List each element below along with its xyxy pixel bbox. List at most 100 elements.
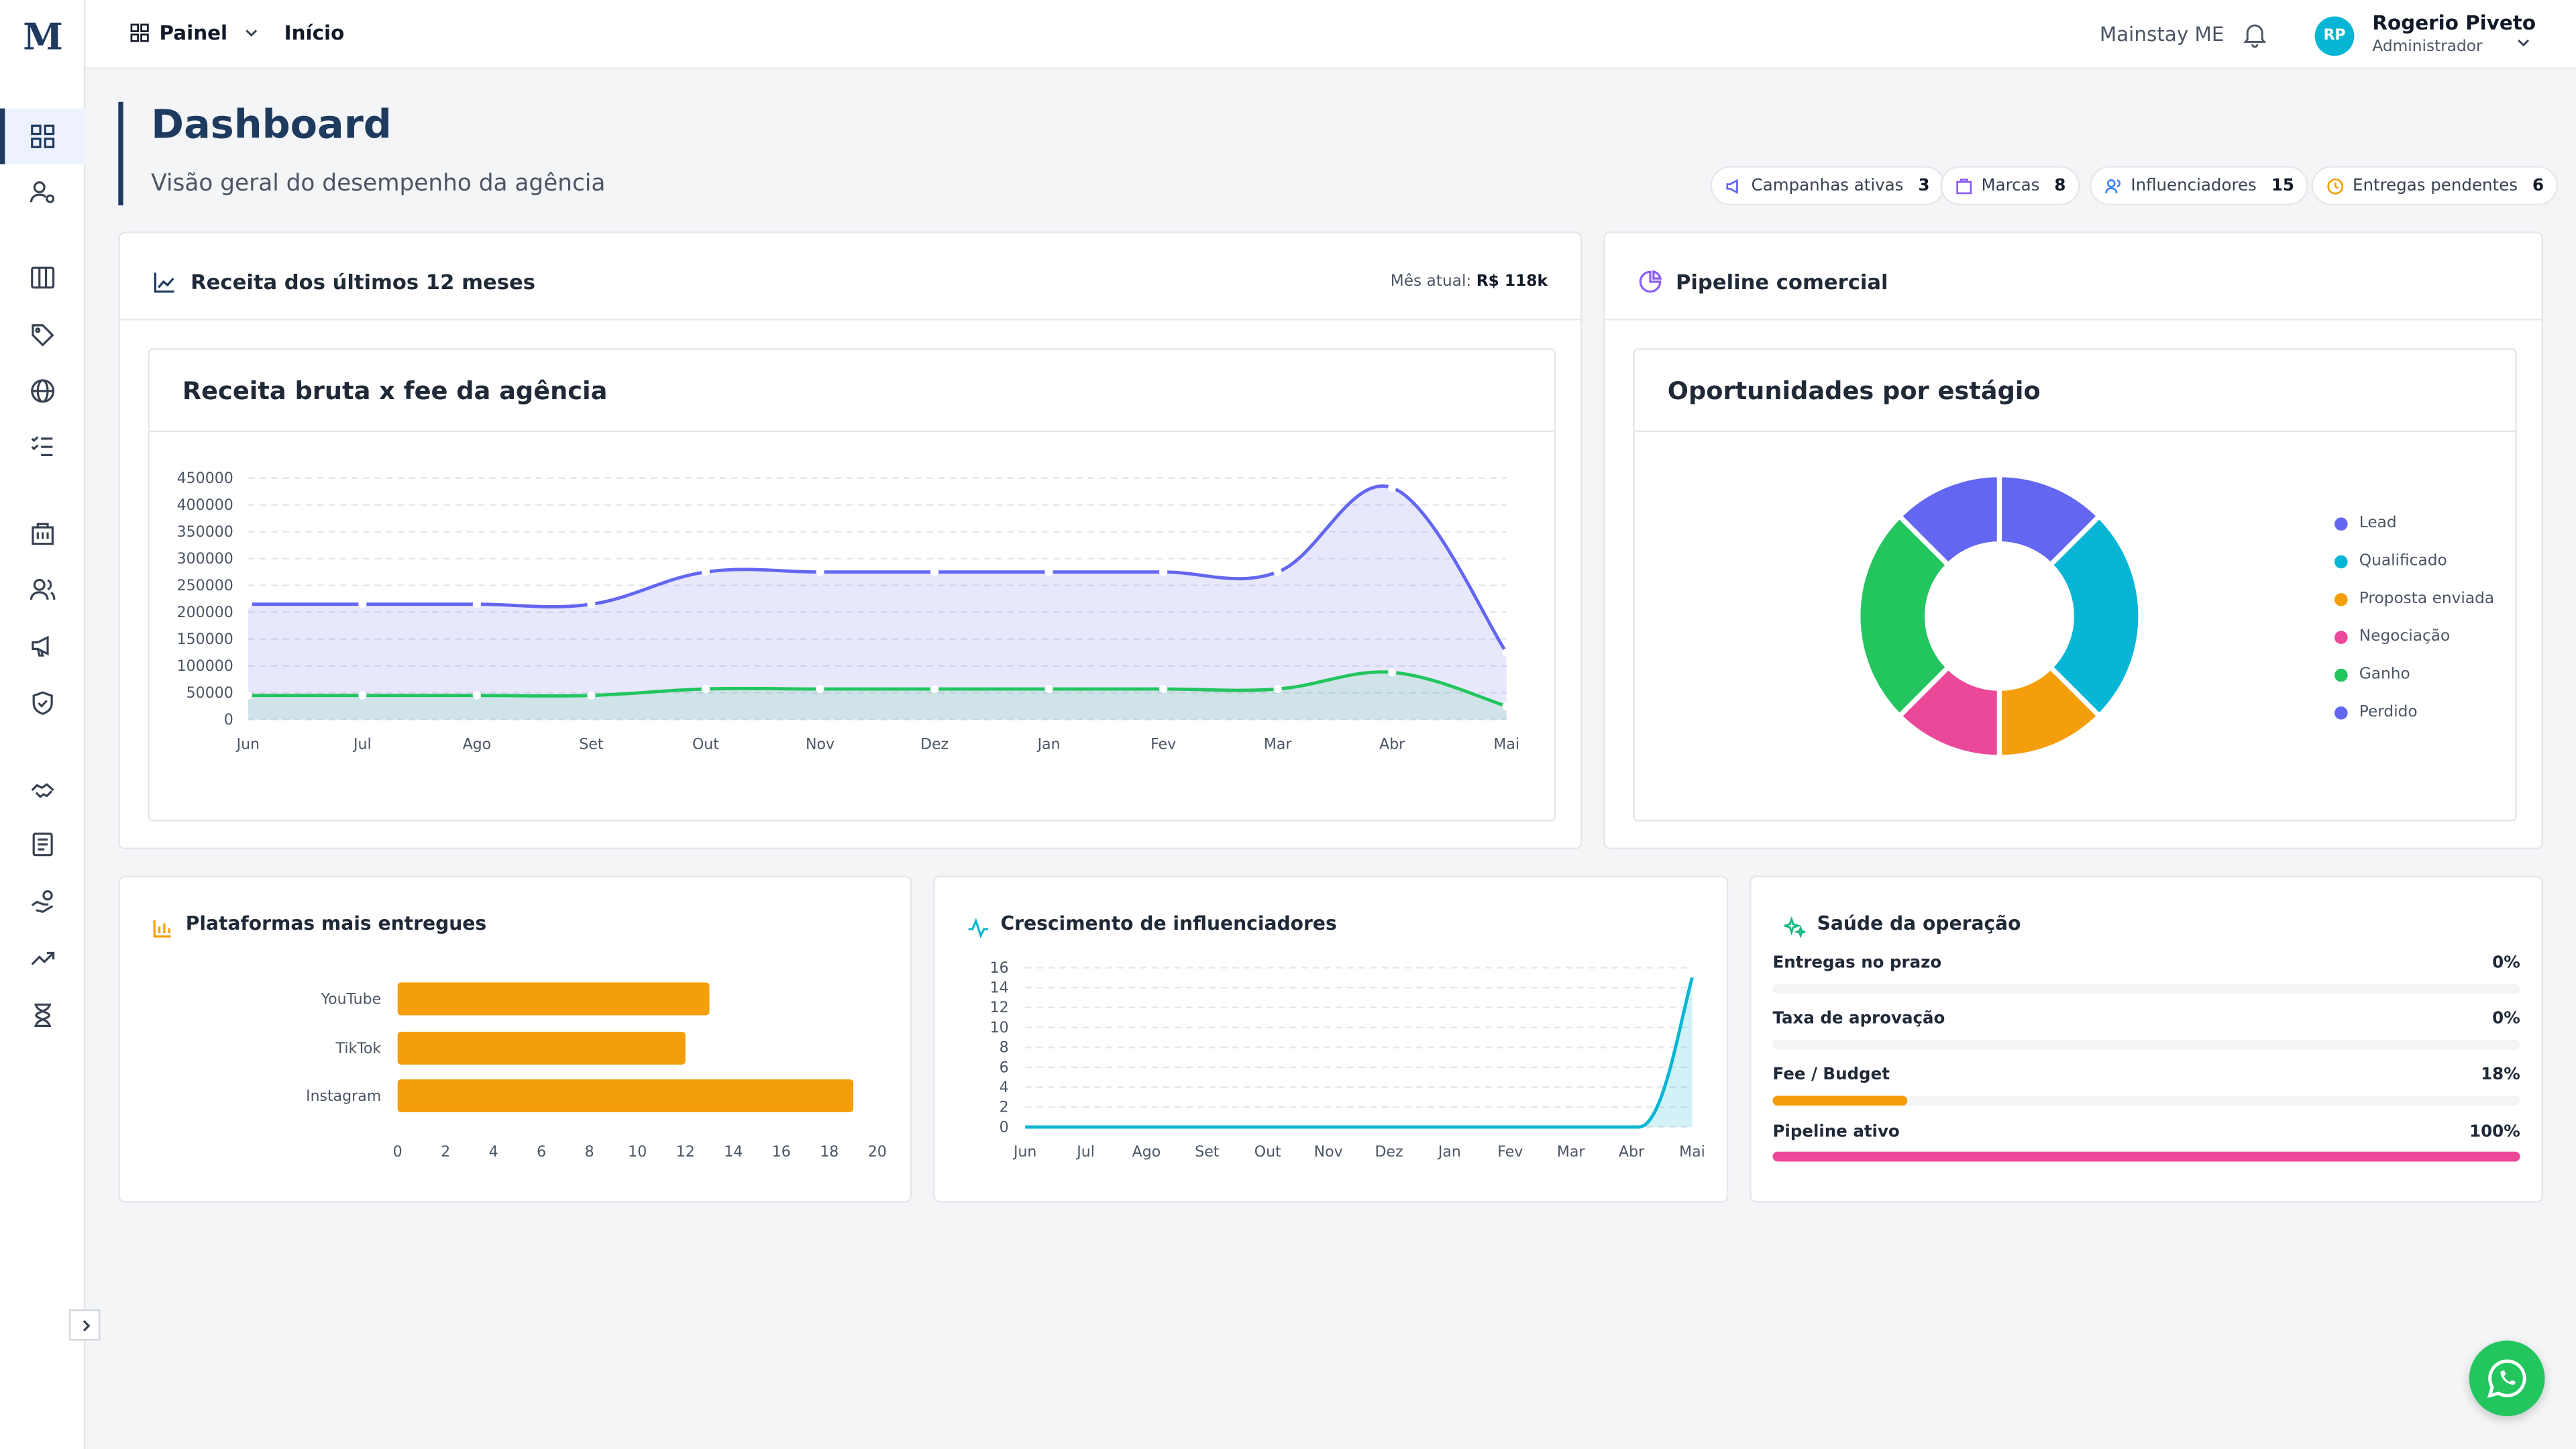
user-menu-chevron-icon[interactable] xyxy=(2515,26,2531,58)
legend-item: Lead xyxy=(2334,514,2397,533)
data-point xyxy=(1388,668,1397,677)
page-subtitle: Visão geral do desempenho da agência xyxy=(151,170,606,197)
card-title: Receita dos últimos 12 meses xyxy=(191,269,535,294)
legend-dot xyxy=(2334,705,2348,719)
data-point xyxy=(358,691,367,700)
stat-value: 6 xyxy=(2532,176,2544,195)
x-tick-label: Mar xyxy=(1264,737,1293,753)
sidebar-collapse-button[interactable] xyxy=(68,1309,101,1341)
revenue-chart-panel: Receita bruta x fee da agência 0 50000 100… xyxy=(148,348,1556,822)
globe-icon[interactable] xyxy=(26,374,59,407)
y-tick-label: 300000 xyxy=(177,551,233,568)
data-point xyxy=(930,684,939,694)
revenue-area-chart: 0 50000 100000 150000 200000 250000 300000 3500… xyxy=(177,470,1519,753)
page-title: Dashboard xyxy=(151,101,392,148)
data-point xyxy=(472,600,482,608)
card-header: Receita dos últimos 12 meses Mês atual: … xyxy=(119,233,1580,321)
x-tick-label: Mar xyxy=(1557,1144,1586,1161)
data-point xyxy=(358,600,367,608)
y-tick-label: 2 xyxy=(1000,1099,1009,1116)
user-role: Administrador xyxy=(2372,38,2483,56)
data-point xyxy=(816,684,824,694)
x-tick-label: Ago xyxy=(463,737,492,753)
legend-label: Negociação xyxy=(2359,627,2451,646)
x-tick-label: Mai xyxy=(1493,737,1519,753)
growth-area-chart: 0 2 4 6 8 10 12 14 16 Jun Jul Ago Set Out Nov Dez Jan Fev… xyxy=(990,960,1705,1161)
current-month-value: R$ 118k xyxy=(1476,272,1548,291)
users-icon[interactable] xyxy=(26,574,59,606)
health-progress-fill xyxy=(1772,1151,2520,1162)
tag-icon[interactable] xyxy=(26,319,59,352)
x-tick-label: 20 xyxy=(868,1144,887,1161)
legend-label: Lead xyxy=(2359,514,2397,533)
columns-icon[interactable] xyxy=(26,261,59,294)
hand-coins-icon[interactable] xyxy=(26,885,59,918)
pipeline-chart-panel: Oportunidades por estágio xyxy=(1633,348,2517,822)
bar xyxy=(397,1079,854,1112)
menu-dropdown[interactable]: Painel xyxy=(129,21,260,44)
x-tick-label: Fev xyxy=(1150,737,1176,753)
megaphone-icon[interactable] xyxy=(26,629,59,662)
pie-chart-icon xyxy=(1638,270,1663,301)
health-progress-track xyxy=(1772,1151,2520,1162)
x-tick-label: Nov xyxy=(1314,1144,1343,1161)
card-title: Plataformas mais entregues xyxy=(185,912,487,935)
stat-influencers[interactable]: Influenciadores 15 xyxy=(2090,166,2309,206)
building-icon[interactable] xyxy=(26,517,59,550)
platforms-card: Plataformas mais entregues YouTube TikTok… xyxy=(118,875,912,1203)
stat-label: Marcas xyxy=(1981,176,2040,195)
category-label: Instagram xyxy=(306,1088,381,1105)
x-tick-label: Nov xyxy=(806,737,835,753)
health-progress-fill xyxy=(1772,1095,1908,1106)
handshake-icon[interactable] xyxy=(26,772,59,805)
legend-dot xyxy=(2334,554,2348,568)
hourglass-icon[interactable] xyxy=(26,999,59,1032)
x-tick-label: 0 xyxy=(393,1144,402,1161)
bell-icon[interactable] xyxy=(2243,21,2267,54)
card-header: Pipeline comercial xyxy=(1605,233,2542,321)
stat-campaigns[interactable]: Campanhas ativas 3 xyxy=(1710,166,1945,206)
user-name[interactable]: Rogerio Piveto xyxy=(2372,11,2536,35)
card-title: Saúde da operação xyxy=(1817,912,2021,935)
y-tick-label: 0 xyxy=(224,712,233,729)
x-tick-label: Set xyxy=(579,737,604,753)
stat-brands[interactable]: Marcas 8 xyxy=(1940,166,2081,206)
company-name[interactable]: Mainstay ME xyxy=(2099,23,2224,46)
legend-dot xyxy=(2334,592,2348,606)
stat-pending-deliveries[interactable]: Entregas pendentes 6 xyxy=(2311,166,2559,206)
y-tick-label: 6 xyxy=(1000,1059,1009,1076)
health-value: 0% xyxy=(2492,954,2520,973)
clock-icon xyxy=(2327,177,2344,194)
x-tick-label: Jul xyxy=(1075,1144,1095,1161)
dashboard-icon[interactable] xyxy=(26,120,59,153)
trending-up-icon[interactable] xyxy=(26,941,59,974)
checklist-icon[interactable] xyxy=(26,431,59,464)
document-icon[interactable] xyxy=(26,828,59,861)
sparkles-icon xyxy=(1782,914,1807,945)
title-accent xyxy=(118,101,123,206)
bar xyxy=(397,1031,686,1065)
x-tick-label: Out xyxy=(692,737,719,753)
x-tick-label: 16 xyxy=(772,1144,791,1161)
avatar[interactable]: RP xyxy=(2314,16,2355,56)
growth-card: Crescimento de influenciadores 0 2 4 6 8 10 12… xyxy=(933,875,1729,1203)
x-tick-label: Ago xyxy=(1132,1144,1161,1161)
x-tick-label: Jul xyxy=(352,737,372,753)
y-tick-label: 4 xyxy=(1000,1079,1009,1096)
shield-icon[interactable] xyxy=(26,687,59,720)
data-point xyxy=(1159,684,1168,694)
legend-item: Ganho xyxy=(2334,665,2410,684)
whatsapp-button[interactable] xyxy=(2469,1340,2545,1417)
card-title: Pipeline comercial xyxy=(1675,269,1888,294)
legend-label: Ganho xyxy=(2359,665,2410,684)
user-settings-icon[interactable] xyxy=(26,176,59,209)
x-tick-label: 14 xyxy=(724,1144,743,1161)
x-tick-label: Dez xyxy=(920,737,949,753)
home-link[interactable]: Início xyxy=(284,21,345,45)
data-point xyxy=(701,568,710,576)
brand-logo[interactable]: M xyxy=(23,16,63,60)
health-progress-track xyxy=(1772,1095,2520,1106)
legend-item: Proposta enviada xyxy=(2334,590,2494,608)
data-point xyxy=(1044,568,1053,576)
bar xyxy=(397,982,710,1016)
